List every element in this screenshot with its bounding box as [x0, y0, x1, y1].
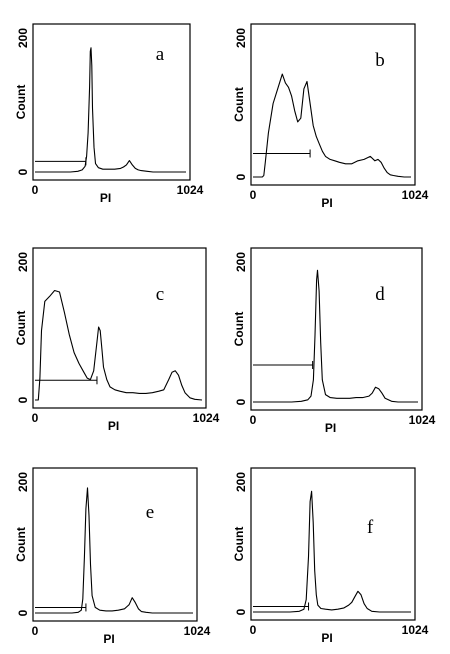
panel-letter: f [367, 517, 374, 538]
panel-a: 0 200 Count 0 1024 PI a [14, 23, 204, 205]
y-tick-label-200: 200 [234, 472, 248, 492]
x-tick-label-1024: 1024 [177, 183, 204, 197]
x-axis-label: PI [321, 196, 332, 210]
x-axis-label: PI [103, 632, 114, 646]
y-axis-label: Count [232, 87, 246, 122]
y-tick-label-0: 0 [16, 396, 30, 403]
x-axis-label: PI [108, 419, 119, 433]
x-tick-label-0: 0 [32, 624, 39, 638]
x-tick-label-1024: 1024 [402, 623, 429, 637]
x-tick-label-0: 0 [250, 623, 257, 637]
y-axis-label: Count [14, 527, 28, 562]
panel-d: 0 200 Count 0 1024 PI d [232, 247, 436, 435]
x-tick-label-0: 0 [32, 183, 39, 197]
histogram-trace [253, 490, 411, 613]
histogram-trace [35, 487, 193, 614]
x-tick-label-1024: 1024 [409, 413, 436, 427]
panel-letter: c [156, 284, 164, 305]
x-axis-label: PI [325, 421, 336, 435]
y-tick-label-0: 0 [16, 168, 30, 175]
y-tick-label-0: 0 [234, 173, 248, 180]
panel-c: 0 200 Count 0 1024 PI c [14, 247, 220, 433]
x-axis-label: PI [321, 631, 332, 645]
panel-b: 0 200 Count 0 1024 PI b [232, 23, 429, 210]
y-tick-label-200: 200 [16, 472, 30, 492]
panel-letter: e [146, 502, 154, 523]
histogram-trace [35, 47, 186, 173]
plot-frame [32, 467, 198, 622]
panel-letter: d [375, 284, 385, 305]
y-axis-label: Count [14, 311, 28, 346]
x-tick-label-0: 0 [250, 188, 257, 202]
y-tick-label-0: 0 [234, 608, 248, 615]
y-tick-label-0: 0 [234, 398, 248, 405]
plot-frame [32, 23, 191, 181]
x-tick-label-1024: 1024 [193, 411, 220, 425]
x-axis-label: PI [100, 191, 111, 205]
x-tick-label-0: 0 [32, 411, 39, 425]
y-tick-label-200: 200 [234, 28, 248, 48]
panel-e: 0 200 Count 0 1024 PI e [14, 467, 211, 646]
y-axis-label: Count [232, 312, 246, 347]
histogram-trace [253, 269, 418, 403]
panel-f: 0 200 Count 0 1024 PI f [232, 467, 429, 645]
plot-frame [250, 23, 416, 186]
panel-letter: a [156, 44, 165, 65]
y-tick-label-0: 0 [16, 609, 30, 616]
panel-letter: b [375, 50, 385, 71]
histogram-trace [253, 73, 411, 178]
y-tick-label-200: 200 [16, 28, 30, 48]
x-tick-label-1024: 1024 [184, 624, 211, 638]
plot-frame [250, 247, 423, 411]
plot-frame [32, 247, 207, 409]
plot-frame [250, 467, 416, 621]
x-tick-label-1024: 1024 [402, 188, 429, 202]
y-axis-label: Count [14, 85, 28, 120]
x-tick-label-0: 0 [250, 413, 257, 427]
y-tick-label-200: 200 [234, 252, 248, 272]
y-tick-label-200: 200 [16, 252, 30, 272]
y-axis-label: Count [232, 527, 246, 562]
histogram-trace [35, 289, 203, 401]
